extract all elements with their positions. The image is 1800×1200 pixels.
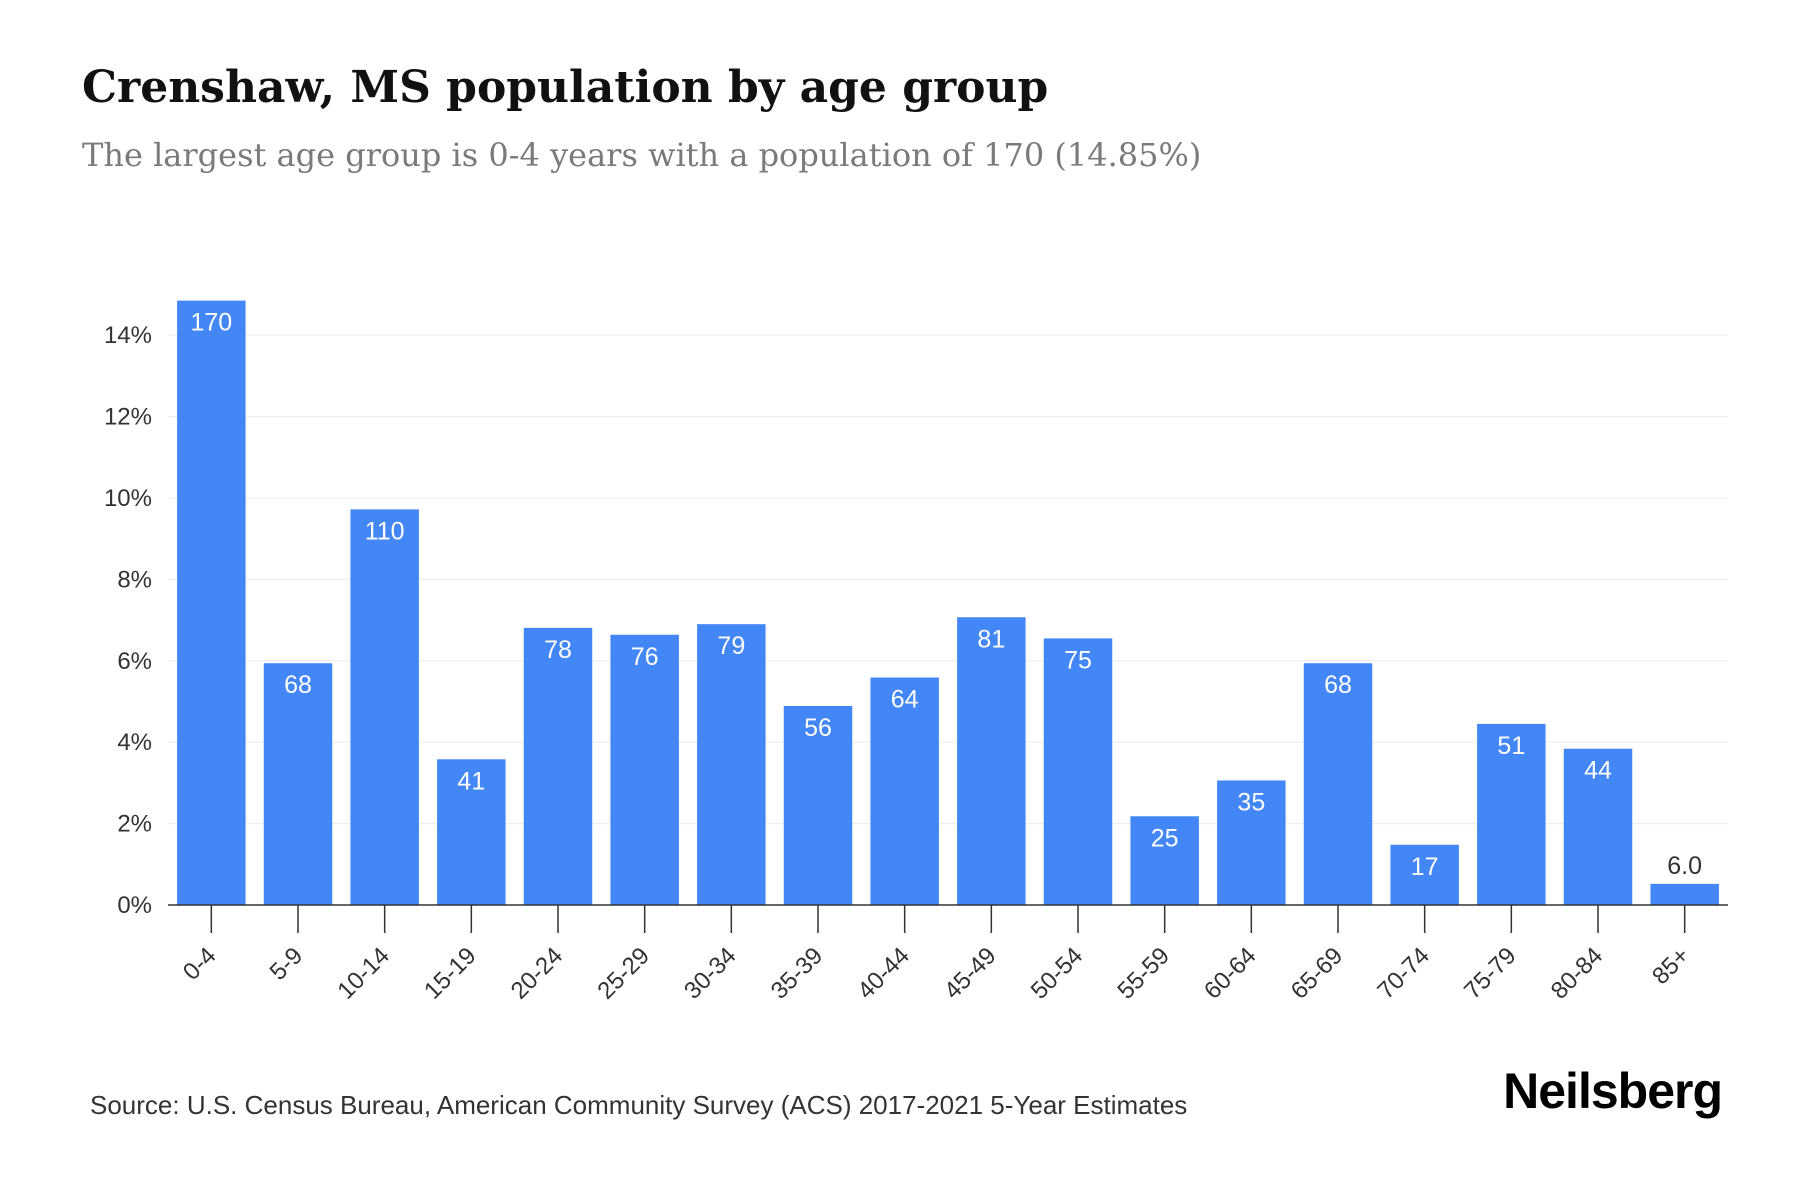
y-tick-label: 2% xyxy=(117,811,152,838)
x-tick-label: 45-49 xyxy=(939,942,1002,1005)
x-tick-label: 60-64 xyxy=(1199,942,1262,1005)
x-tick-label: 70-74 xyxy=(1372,942,1435,1005)
y-tick-label: 4% xyxy=(117,729,152,756)
y-tick-label: 12% xyxy=(104,404,152,431)
bar xyxy=(610,634,679,905)
bar xyxy=(1477,723,1546,905)
x-tick-label: 10-14 xyxy=(332,942,395,1005)
data-label: 76 xyxy=(631,643,659,671)
chart-subtitle: The largest age group is 0-4 years with … xyxy=(82,136,1202,174)
brand-logo: Neilsberg xyxy=(1503,1063,1723,1119)
data-label: 6.0 xyxy=(1667,852,1702,880)
data-label: 64 xyxy=(891,685,919,713)
chart-title: Crenshaw, MS population by age group xyxy=(82,62,1049,113)
bar xyxy=(957,617,1026,905)
bar xyxy=(1043,638,1113,905)
data-label: 51 xyxy=(1497,732,1525,760)
data-label: 41 xyxy=(457,767,485,795)
data-label: 110 xyxy=(365,517,405,545)
y-tick-label: 8% xyxy=(117,566,152,593)
bar xyxy=(1390,844,1459,905)
y-tick-label: 0% xyxy=(117,892,152,919)
bar xyxy=(870,677,939,905)
bar xyxy=(263,663,333,905)
bar-chart: 0% 2% 4% 6% 8% 10% 12% 14% 170 0-4 68 5-9 110 10-14 41… xyxy=(104,300,1728,1005)
x-tick-label: 25-29 xyxy=(592,942,655,1005)
x-tick-label: 85+ xyxy=(1647,942,1695,990)
data-label: 78 xyxy=(544,636,572,664)
x-tick-label: 55-59 xyxy=(1112,942,1175,1005)
data-label: 35 xyxy=(1237,788,1265,816)
x-tick-label: 65-69 xyxy=(1286,942,1349,1005)
x-tick-label: 35-39 xyxy=(766,942,829,1005)
data-label: 81 xyxy=(977,625,1005,653)
bar xyxy=(1130,816,1199,905)
data-label: 75 xyxy=(1064,646,1092,674)
x-tick-label: 20-24 xyxy=(506,942,569,1005)
data-label: 56 xyxy=(804,714,832,742)
x-tick-label: 5-9 xyxy=(265,942,309,986)
bar xyxy=(1563,748,1633,905)
data-label: 79 xyxy=(717,632,745,660)
data-label: 44 xyxy=(1584,757,1612,785)
bar xyxy=(783,705,853,905)
bar xyxy=(1217,780,1286,905)
x-tick-label: 0-4 xyxy=(178,942,222,986)
y-tick-label: 10% xyxy=(104,485,152,512)
data-label: 17 xyxy=(1411,853,1439,881)
data-label: 68 xyxy=(284,671,312,699)
data-label: 25 xyxy=(1151,824,1179,852)
x-tick-label: 80-84 xyxy=(1546,942,1609,1005)
y-tick-label: 6% xyxy=(117,648,152,675)
data-label: 170 xyxy=(190,309,232,337)
y-tick-label: 14% xyxy=(104,322,152,349)
source-note: Source: U.S. Census Bureau, American Com… xyxy=(90,1090,1188,1120)
x-tick-label: 75-79 xyxy=(1459,942,1522,1005)
data-label: 68 xyxy=(1324,671,1352,699)
x-tick-label: 15-19 xyxy=(419,942,482,1005)
bar xyxy=(177,300,246,906)
bar xyxy=(350,509,419,905)
bar xyxy=(523,627,593,905)
x-tick-label: 40-44 xyxy=(852,942,915,1005)
bar xyxy=(1303,663,1373,905)
bar xyxy=(437,759,506,905)
x-tick-label: 30-34 xyxy=(679,942,742,1005)
bar xyxy=(1650,883,1719,905)
x-tick-label: 50-54 xyxy=(1026,942,1089,1005)
bar xyxy=(697,624,766,905)
